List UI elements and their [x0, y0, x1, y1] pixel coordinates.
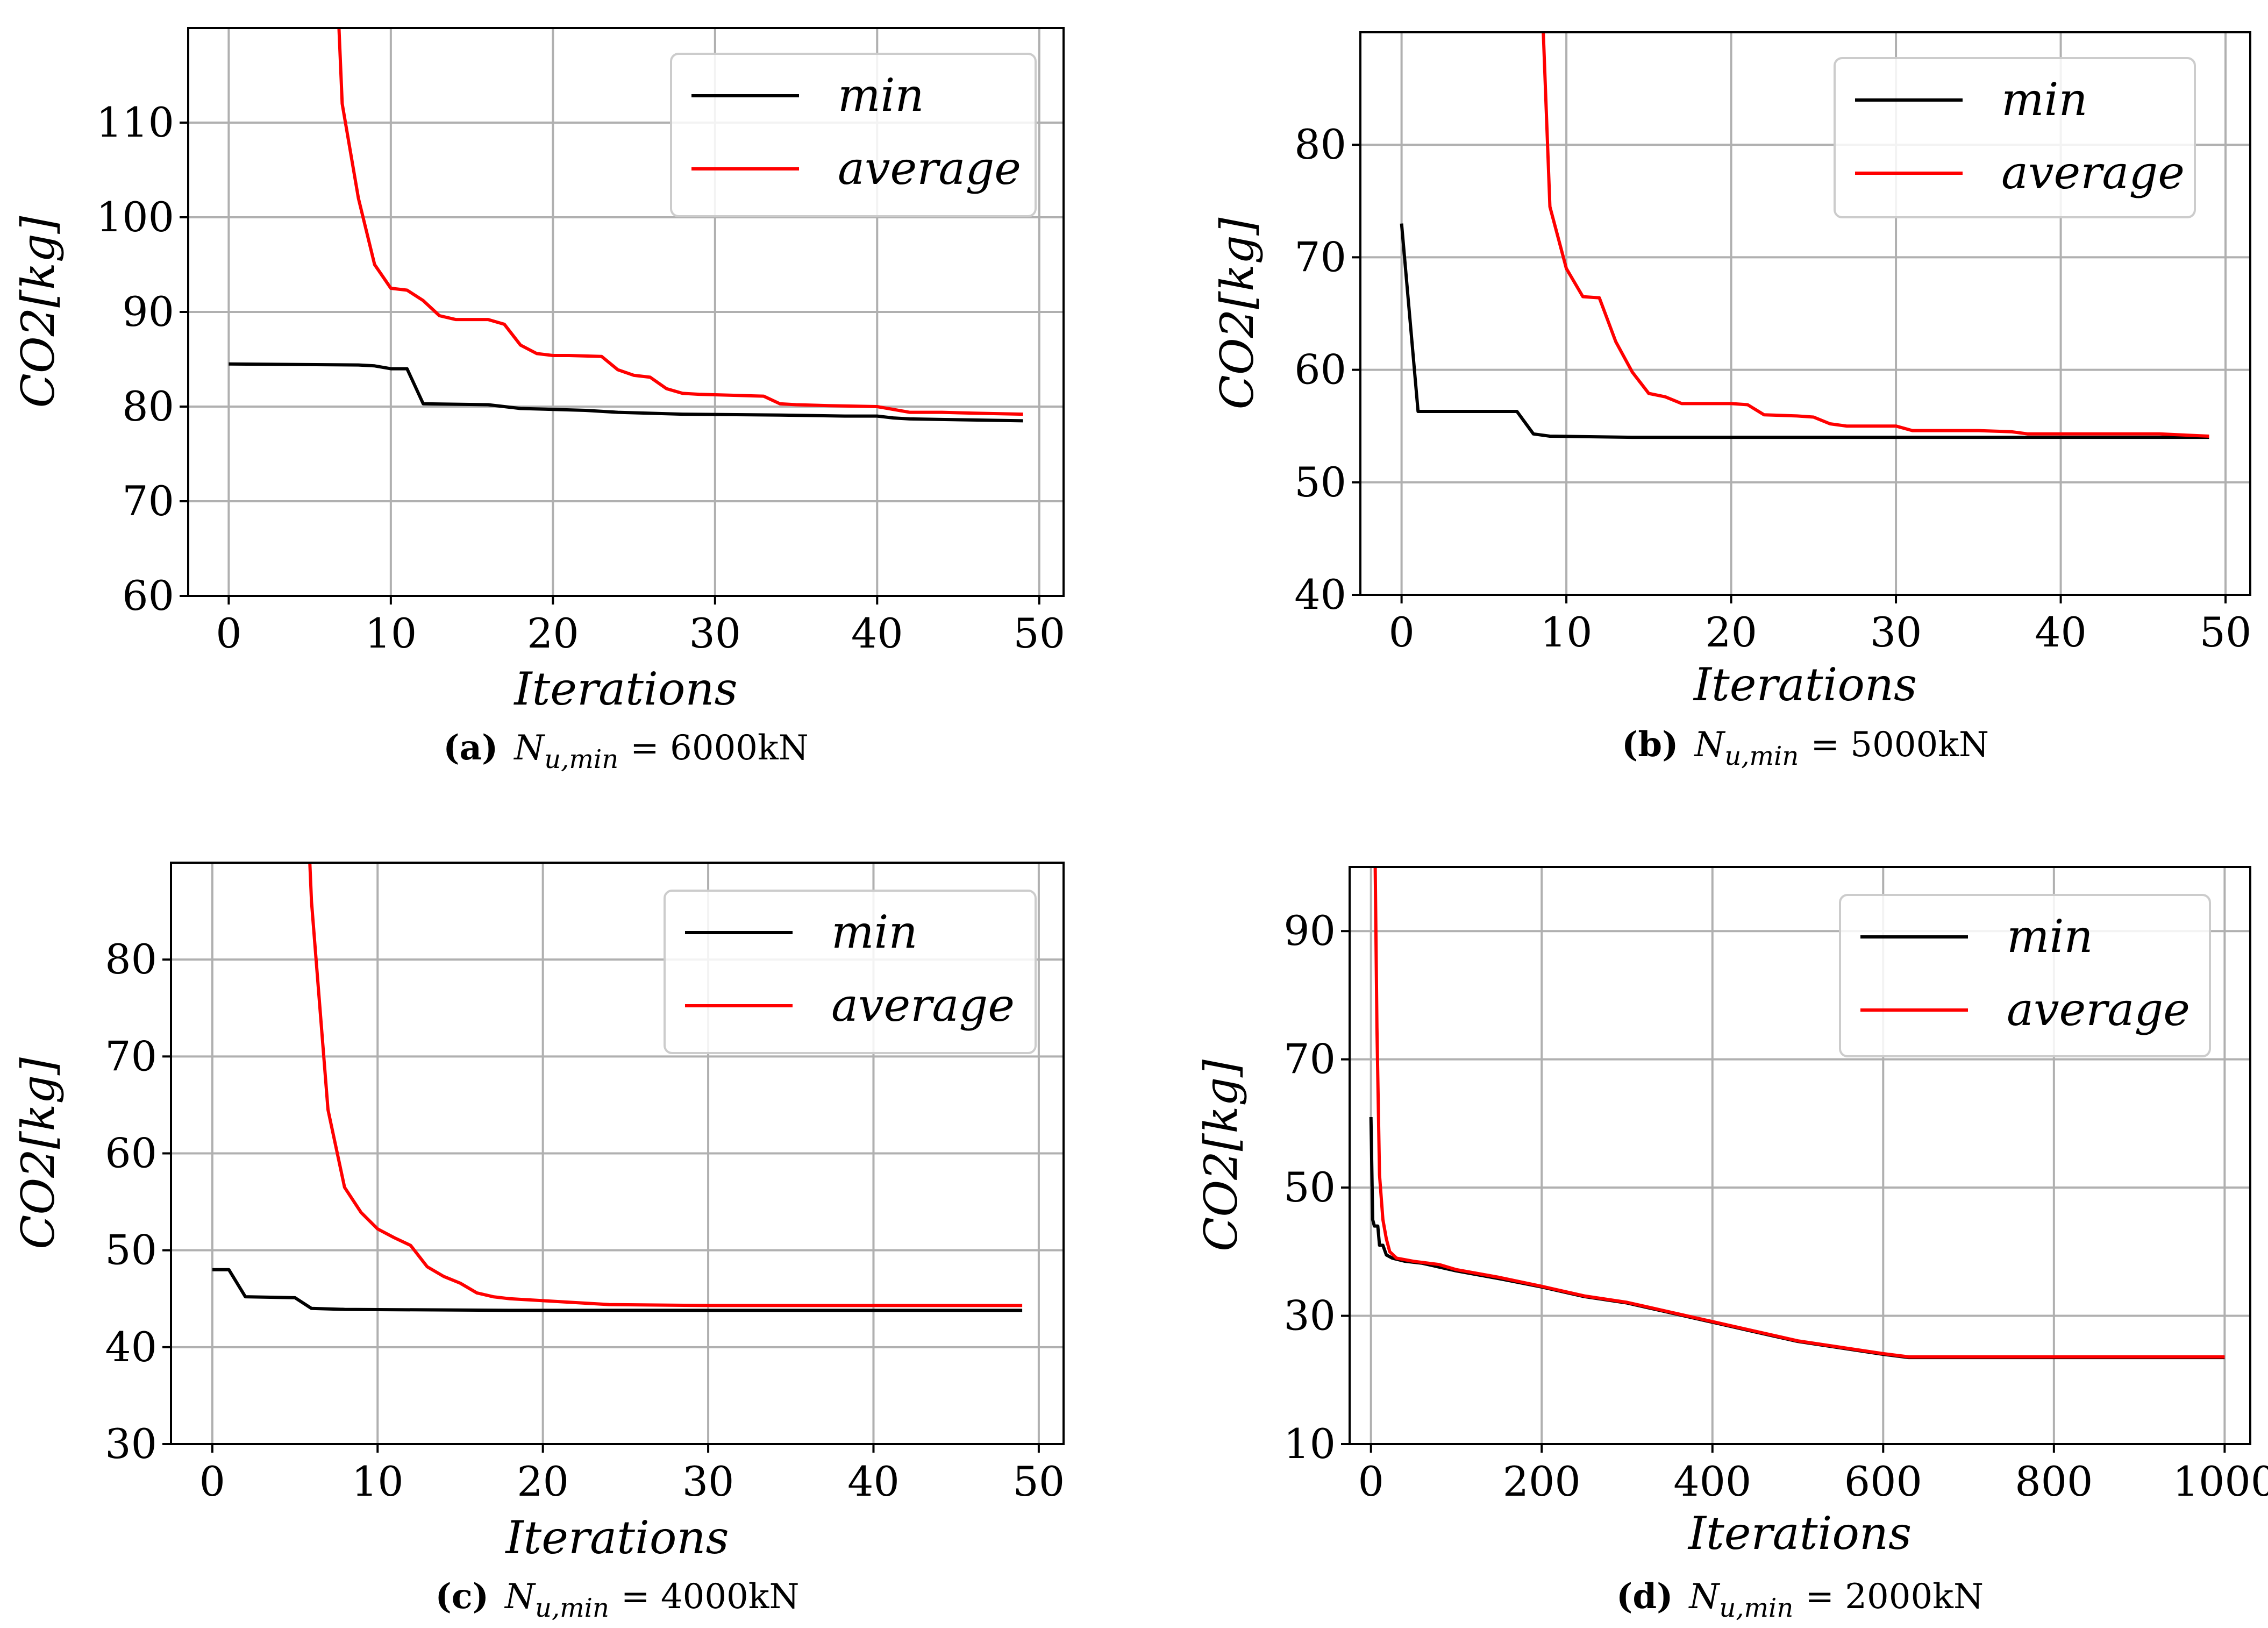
series-line-min — [229, 362, 1023, 423]
legend-label-average: average — [831, 979, 1015, 1032]
caption-subscript: u,min — [535, 1593, 609, 1623]
panel-c: 0 10 20 30 40 50 30 40 50 60 70 80 Iterations CO2[kg]… — [12, 862, 1065, 1623]
x-tick-label: 0 — [1358, 1458, 1384, 1505]
legend-label-average: average — [2001, 146, 2185, 199]
x-tick-label: 800 — [2015, 1458, 2093, 1505]
x-axis-label: Iterations — [1693, 658, 1917, 711]
legend-label-min: min — [2001, 73, 2088, 126]
y-tick-label: 100 — [96, 193, 174, 241]
y-tick-label: 80 — [122, 382, 174, 430]
y-tick-label: 70 — [122, 477, 174, 525]
y-tick-label: 50 — [1294, 458, 1346, 506]
series-line-min — [212, 1268, 1023, 1312]
x-tick-label: 0 — [1388, 608, 1414, 656]
legend-label-min: min — [838, 69, 924, 122]
y-tick-label: 30 — [105, 1420, 157, 1468]
y-tick-label: 90 — [122, 288, 174, 336]
series-line-average — [1373, 867, 2225, 1359]
x-tick-label: 10 — [1540, 608, 1593, 656]
y-tick-label: 70 — [1294, 233, 1346, 281]
x-tick-label: 600 — [1844, 1458, 1922, 1505]
legend-label-min: min — [2007, 910, 2093, 963]
plot-frame — [1359, 31, 2251, 596]
y-tick-label: 70 — [1283, 1035, 1336, 1083]
plot-frame — [1349, 866, 2251, 1445]
y-tick-label: 30 — [1283, 1292, 1336, 1340]
y-tick-label: 60 — [105, 1129, 157, 1177]
y-tick-label: 40 — [105, 1323, 157, 1371]
x-tick-label: 10 — [352, 1458, 404, 1505]
x-tick-label: 30 — [682, 1458, 734, 1505]
x-tick-label: 20 — [517, 1458, 569, 1505]
legend-label-average: average — [2007, 983, 2190, 1036]
x-tick-label: 30 — [689, 609, 741, 657]
caption-label: (d) — [1616, 1576, 1673, 1617]
x-tick-label: 50 — [2200, 608, 2252, 656]
x-tick-label: 20 — [1705, 608, 1757, 656]
caption-value: = 5000kN — [1810, 725, 1989, 765]
caption-symbol: N — [1688, 1577, 1720, 1617]
y-axis-label: CO2[kg] — [1211, 217, 1264, 409]
y-axis-label: CO2[kg] — [1195, 1060, 1247, 1252]
x-tick-label: 40 — [851, 609, 903, 657]
y-tick-label: 40 — [1294, 571, 1346, 619]
x-axis-label: Iterations — [1687, 1507, 1912, 1560]
caption-value: = 6000kN — [630, 728, 809, 768]
x-axis-label: Iterations — [513, 663, 737, 715]
y-tick-label: 110 — [96, 98, 174, 146]
y-tick-label: 80 — [105, 935, 157, 983]
x-tick-label: 50 — [1013, 609, 1065, 657]
caption-label: (b) — [1622, 724, 1678, 765]
y-tick-label: 10 — [1283, 1420, 1336, 1468]
subfigure-caption: (d) Nu,min = 2000kN — [1616, 1576, 1984, 1623]
y-tick-label: 80 — [1294, 120, 1346, 168]
y-axis-label: CO2[kg] — [12, 1057, 65, 1249]
x-tick-label: 0 — [199, 1458, 225, 1505]
y-axis-label: CO2[kg] — [12, 216, 65, 408]
x-tick-label: 40 — [847, 1458, 900, 1505]
x-tick-label: 30 — [1870, 608, 1922, 656]
x-tick-label: 10 — [365, 609, 417, 657]
x-tick-label: 200 — [1503, 1458, 1581, 1505]
x-tick-label: 40 — [2035, 608, 2087, 656]
panel-a: 0 10 20 30 40 50 60 70 80 90 100 110 Iterations CO2[k… — [12, 27, 1065, 774]
x-tick-label: 1000 — [2173, 1458, 2268, 1505]
x-axis-label: Iterations — [504, 1511, 729, 1564]
panel-b: 0 10 20 30 40 50 40 50 60 70 80 Iterations CO2[kg] mi… — [1211, 31, 2252, 771]
subfigure-caption: (a) Nu,min = 6000kN — [443, 728, 809, 774]
x-tick-label: 20 — [527, 609, 579, 657]
series-line-min — [1400, 223, 2209, 439]
series-line-average — [337, 28, 1023, 416]
y-tick-label: 50 — [105, 1226, 157, 1274]
x-tick-label: 400 — [1673, 1458, 1751, 1505]
series-line-min — [1369, 1117, 2225, 1360]
caption-symbol: N — [1693, 725, 1725, 765]
subfigure-caption: (c) Nu,min = 4000kN — [435, 1576, 799, 1623]
legend-label-min: min — [831, 906, 918, 958]
y-tick-label: 90 — [1283, 907, 1336, 955]
caption-symbol: N — [513, 728, 545, 768]
caption-subscript: u,min — [544, 744, 618, 774]
caption-value: = 2000kN — [1805, 1577, 1984, 1617]
caption-subscript: u,min — [1719, 1593, 1793, 1623]
series-line-average — [1542, 32, 2209, 438]
caption-symbol: N — [504, 1577, 536, 1617]
series-line-average — [308, 863, 1023, 1307]
legend-label-average: average — [838, 142, 1021, 195]
x-tick-label: 0 — [216, 609, 241, 657]
x-tick-label: 50 — [1013, 1458, 1065, 1505]
caption-subscript: u,min — [1724, 741, 1799, 771]
y-tick-label: 70 — [105, 1032, 157, 1080]
y-tick-label: 60 — [1294, 346, 1346, 394]
y-tick-label: 60 — [122, 572, 174, 620]
panel-d: 0 200 400 600 800 1000 10 30 50 70 90 Iterations CO2… — [1195, 866, 2268, 1623]
y-tick-label: 50 — [1283, 1163, 1336, 1211]
caption-label: (a) — [443, 728, 498, 768]
legend-box — [1834, 57, 2196, 218]
caption-label: (c) — [435, 1576, 489, 1617]
subfigure-caption: (b) Nu,min = 5000kN — [1622, 724, 1989, 771]
caption-value: = 4000kN — [621, 1577, 800, 1617]
